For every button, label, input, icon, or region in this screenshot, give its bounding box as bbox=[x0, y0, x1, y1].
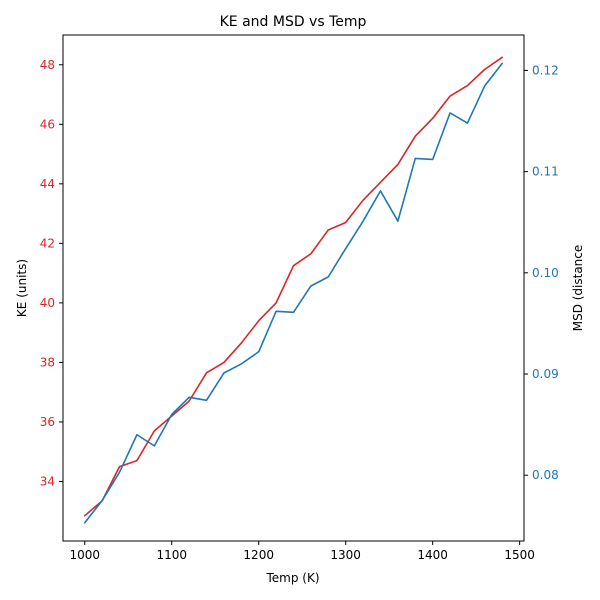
y-left-tick-label: 40 bbox=[40, 296, 55, 310]
y-left-tick-label: 46 bbox=[40, 117, 55, 131]
plot-area bbox=[83, 56, 504, 524]
x-tick-label: 1300 bbox=[330, 548, 361, 562]
chart-title: KE and MSD vs Temp bbox=[220, 14, 367, 30]
x-tick-label: 1100 bbox=[156, 548, 187, 562]
y-left-tick-label: 42 bbox=[40, 236, 55, 250]
y-left-tick-label: 44 bbox=[40, 177, 55, 191]
x-tick-label: 1000 bbox=[69, 548, 100, 562]
x-tick-label: 1200 bbox=[243, 548, 274, 562]
x-tick-label: 1500 bbox=[504, 548, 535, 562]
y-right-tick-label: 0.11 bbox=[532, 165, 559, 179]
series-line-ke bbox=[83, 56, 504, 517]
axes: 1000 1100 1200 1300 1400 1500 34 36 38 40 42 44 46 48… bbox=[40, 34, 559, 562]
y-right-tick-label: 0.10 bbox=[532, 266, 559, 280]
y-left-tick-label: 34 bbox=[40, 474, 55, 488]
x-axis-title: Temp (K) bbox=[265, 571, 319, 585]
y-right-tick-label: 0.08 bbox=[532, 468, 559, 482]
series-line-msd bbox=[83, 62, 504, 524]
y-right-tick-label: 0.12 bbox=[532, 63, 559, 77]
y-axis-left-title: KE (units) bbox=[15, 259, 29, 317]
plot-frame bbox=[62, 34, 525, 542]
x-tick-label: 1400 bbox=[417, 548, 448, 562]
y-left-tick-label: 48 bbox=[40, 58, 55, 72]
y-axis-right-title: MSD (distance bbox=[571, 245, 585, 332]
y-right-tick-label: 0.09 bbox=[532, 367, 559, 381]
y-left-tick-label: 38 bbox=[40, 355, 55, 369]
y-left-tick-label: 36 bbox=[40, 415, 55, 429]
